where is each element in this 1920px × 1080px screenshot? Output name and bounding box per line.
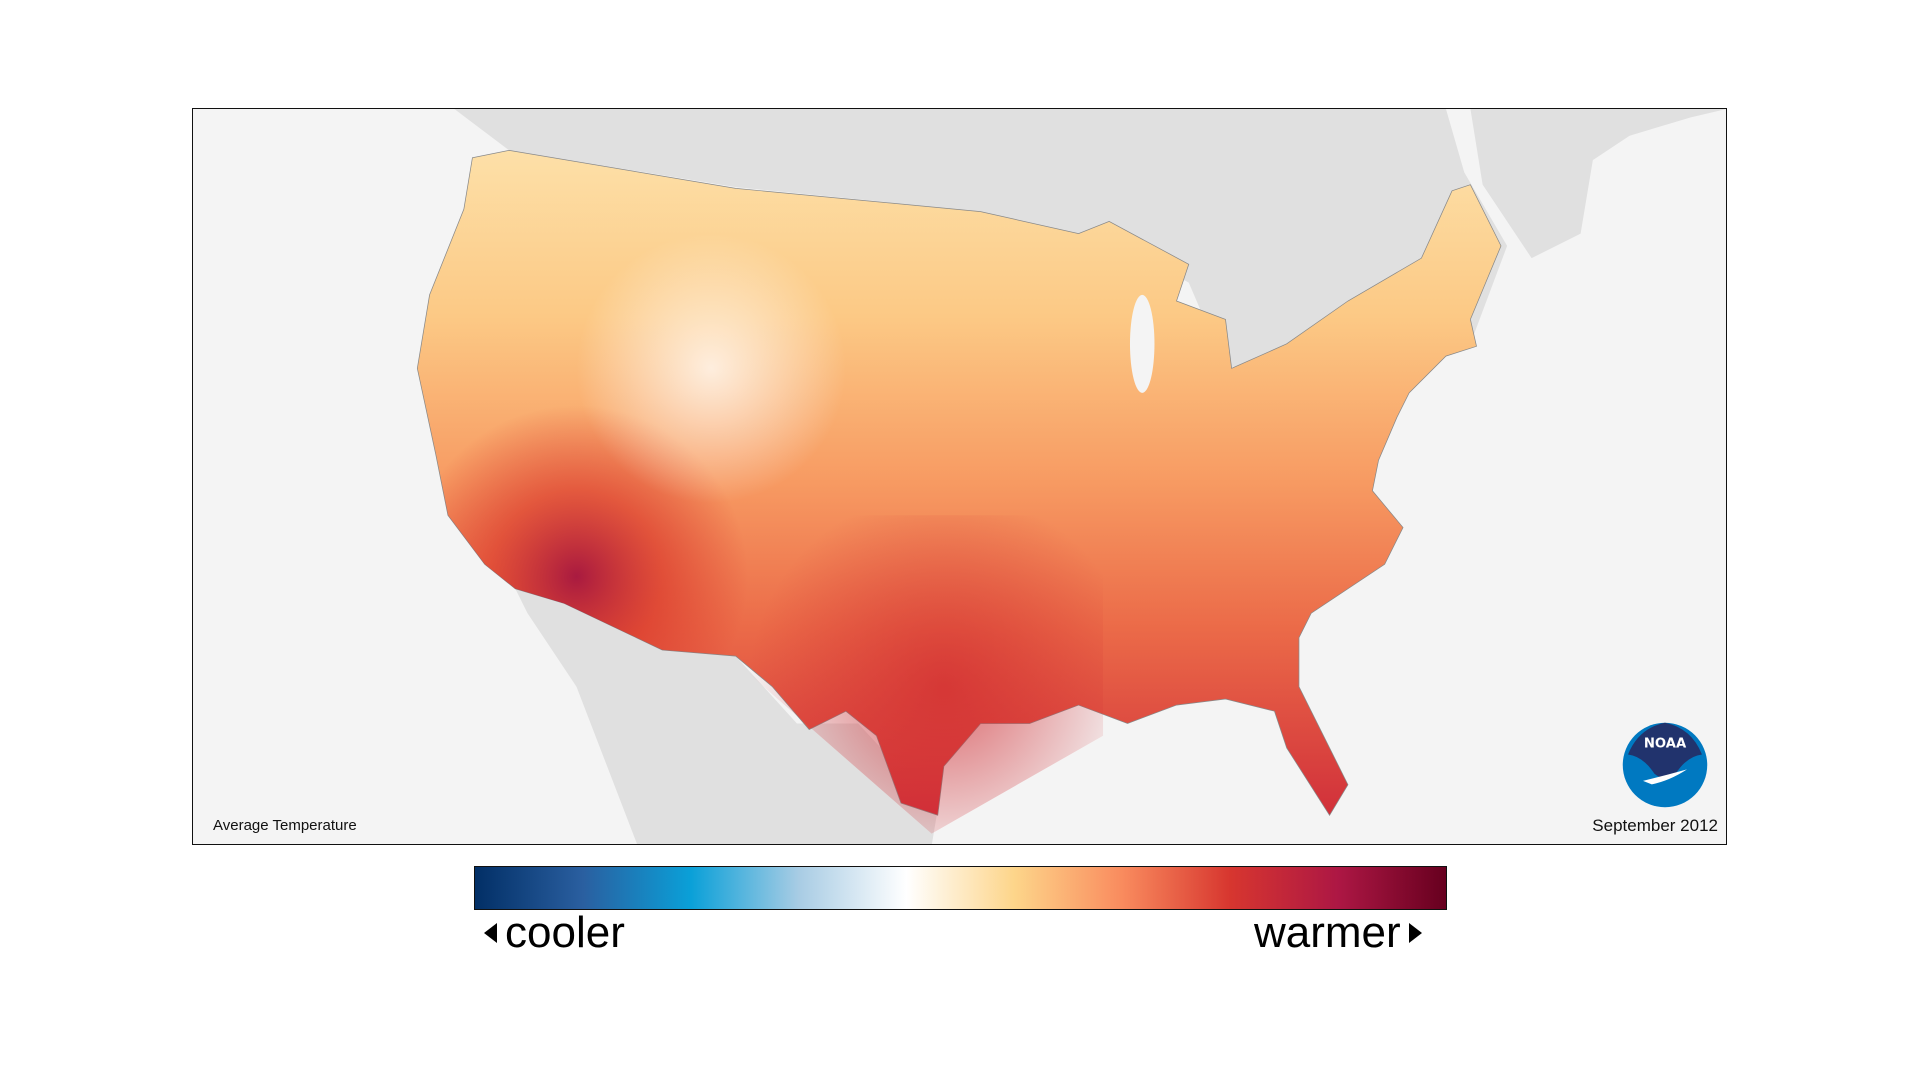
noaa-logo: NOAA xyxy=(1622,722,1708,808)
temperature-colorbar xyxy=(474,866,1447,910)
mexico-land xyxy=(515,588,938,844)
great-lakes xyxy=(1129,294,1155,393)
map-date: September 2012 xyxy=(1592,816,1718,835)
svg-text:NOAA: NOAA xyxy=(1644,736,1687,751)
map-title: Average Temperature xyxy=(213,817,357,834)
left-arrow-icon xyxy=(484,923,497,943)
warmer-text: warmer xyxy=(1254,908,1401,957)
temperature-map xyxy=(416,109,1726,844)
rockies-cool xyxy=(576,221,846,516)
cooler-label: cooler xyxy=(484,908,625,958)
texas-heat xyxy=(735,515,1104,834)
cooler-text: cooler xyxy=(505,908,625,957)
map-panel: Average Temperature September 2012 NOAA xyxy=(192,108,1727,845)
warmer-label: warmer xyxy=(1254,908,1422,958)
canada-land xyxy=(454,109,1726,369)
right-arrow-icon xyxy=(1408,923,1422,943)
